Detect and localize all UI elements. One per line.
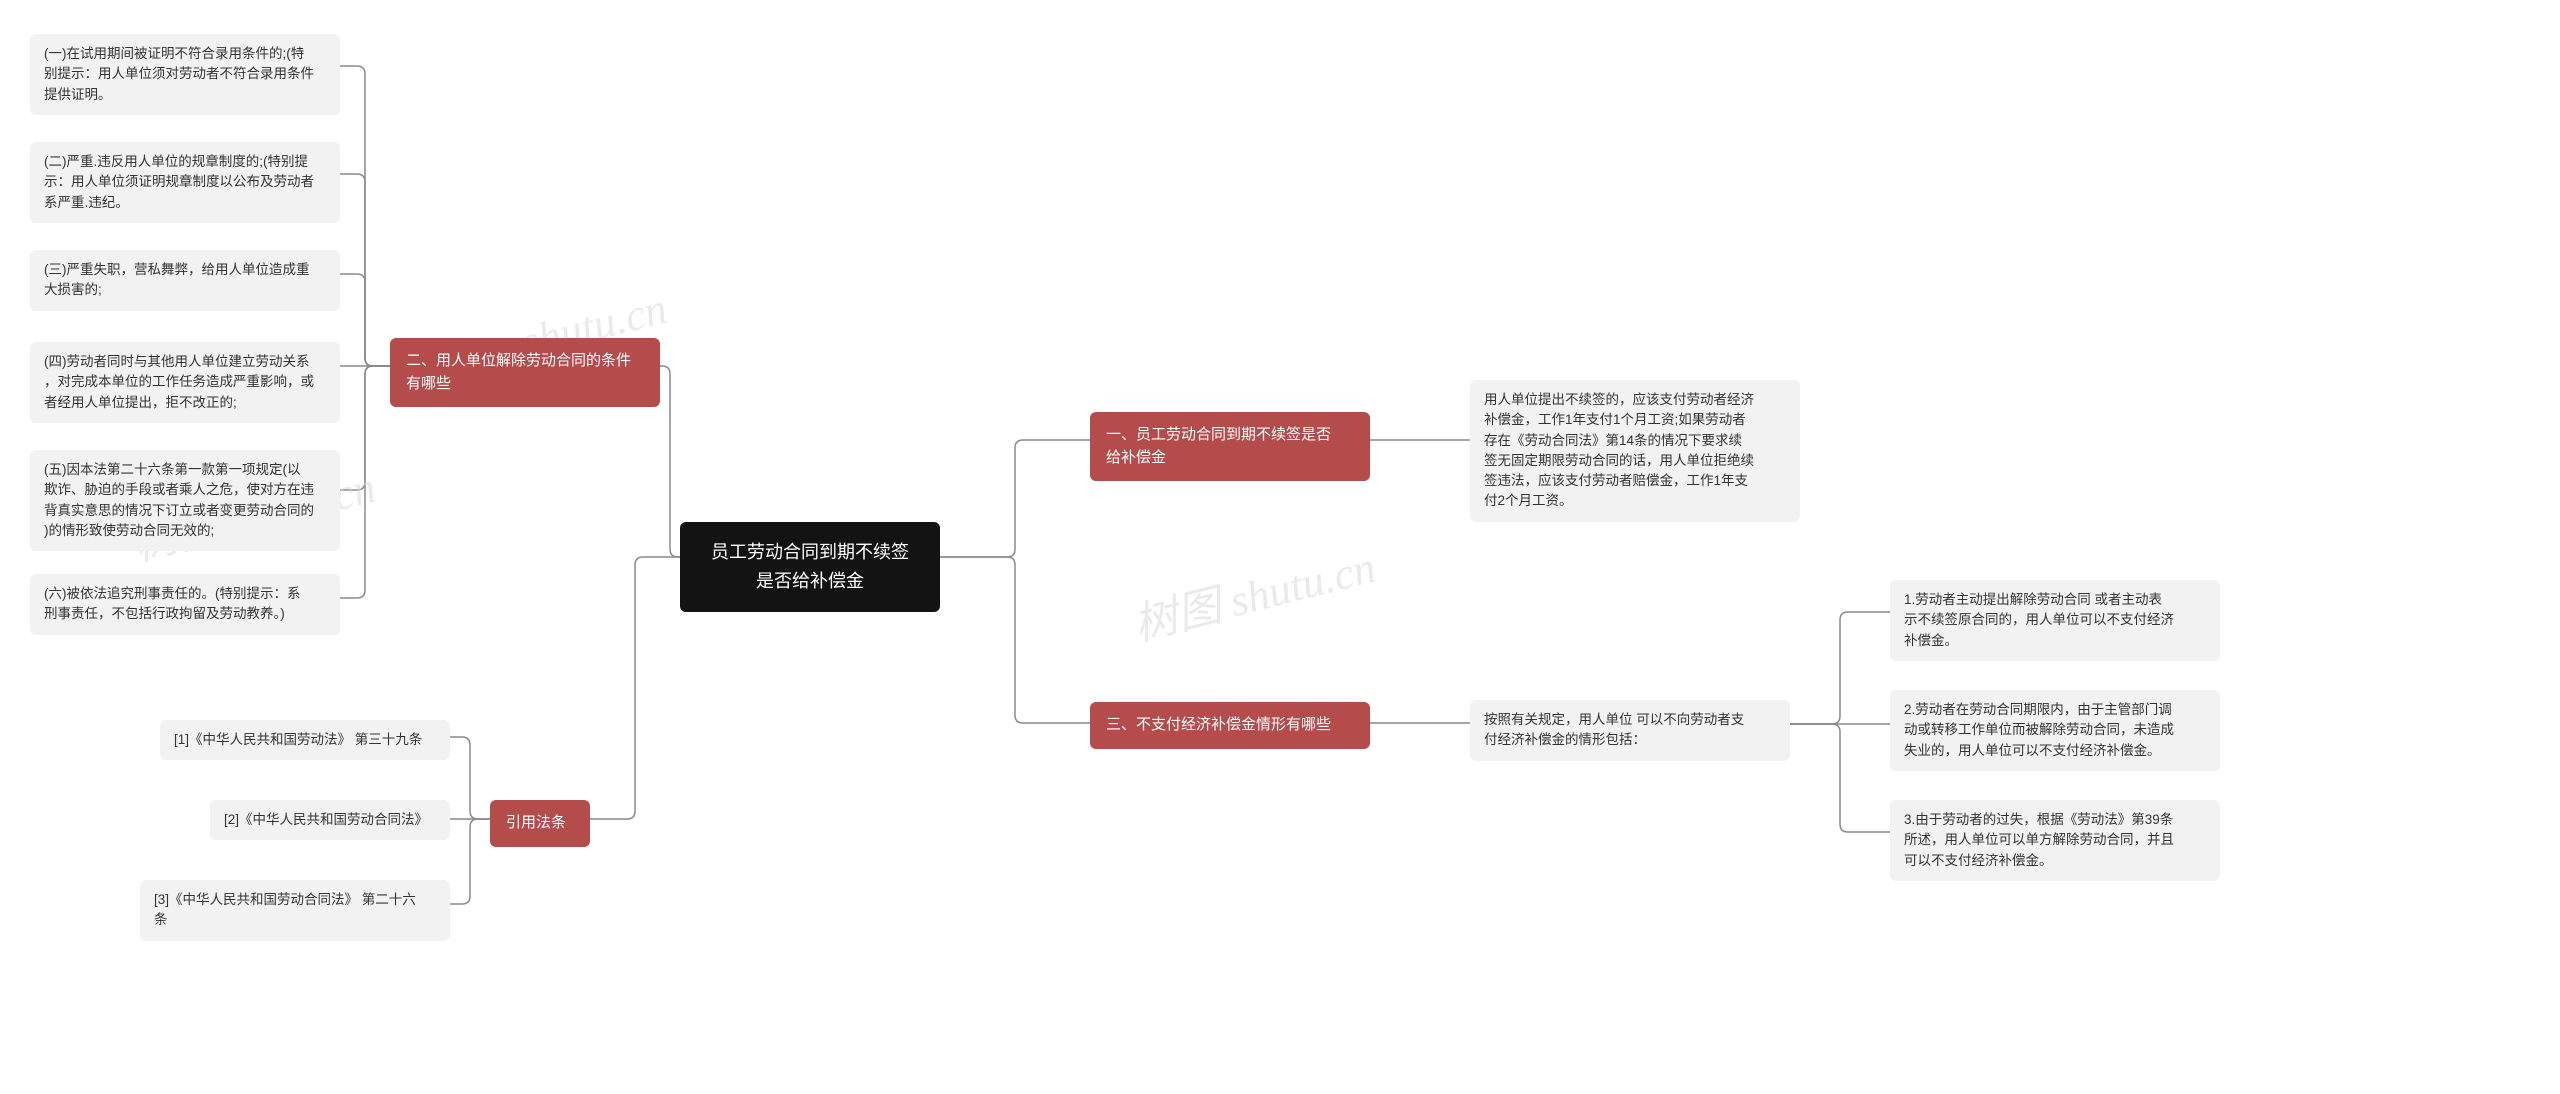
branch-lref: 引用法条 [490,800,590,847]
leaf-r3-1: 2.劳动者在劳动合同期限内，由于主管部门调 动或转移工作单位而被解除劳动合同，未… [1890,690,2220,771]
leaf-r3-2: 3.由于劳动者的过失，根据《劳动法》第39条 所述，用人单位可以单方解除劳动合同… [1890,800,2220,881]
branch-r1: 一、员工劳动合同到期不续签是否 给补偿金 [1090,412,1370,481]
leaf-l2-2: (三)严重失职，营私舞弊，给用人单位造成重 大损害的; [30,250,340,311]
leaf-r1-0: 用人单位提出不续签的，应该支付劳动者经济 补偿金，工作1年支付1个月工资;如果劳… [1470,380,1800,522]
leaf-lref-1: [2]《中华人民共和国劳动合同法》 [210,800,450,840]
leaf-l2-0: (一)在试用期间被证明不符合录用条件的;(特 别提示：用人单位须对劳动者不符合录… [30,34,340,115]
branch-r3: 三、不支付经济补偿金情形有哪些 [1090,702,1370,749]
leaf-l2-3: (四)劳动者同时与其他用人单位建立劳动关系 ，对完成本单位的工作任务造成严重影响… [30,342,340,423]
leaf-l2-5: (六)被依法追究刑事责任的。(特别提示：系 刑事责任，不包括行政拘留及劳动教养。… [30,574,340,635]
leaf-lref-0: [1]《中华人民共和国劳动法》 第三十九条 [160,720,450,760]
leaf-l2-1: (二)严重.违反用人单位的规章制度的;(特别提 示：用人单位须证明规章制度以公布… [30,142,340,223]
leaf-l2-4: (五)因本法第二十六条第一款第一项规定(以 欺诈、胁迫的手段或者乘人之危，使对方… [30,450,340,551]
leaf-r3-0: 1.劳动者主动提出解除劳动合同 或者主动表 示不续签原合同的，用人单位可以不支付… [1890,580,2220,661]
center-node: 员工劳动合同到期不续签 是否给补偿金 [680,522,940,612]
branch-l2: 二、用人单位解除劳动合同的条件 有哪些 [390,338,660,407]
leaf-lref-2: [3]《中华人民共和国劳动合同法》 第二十六 条 [140,880,450,941]
watermark: 树图 shutu.cn [1126,531,1381,653]
mid-r3: 按照有关规定，用人单位 可以不向劳动者支 付经济补偿金的情形包括： [1470,700,1790,761]
